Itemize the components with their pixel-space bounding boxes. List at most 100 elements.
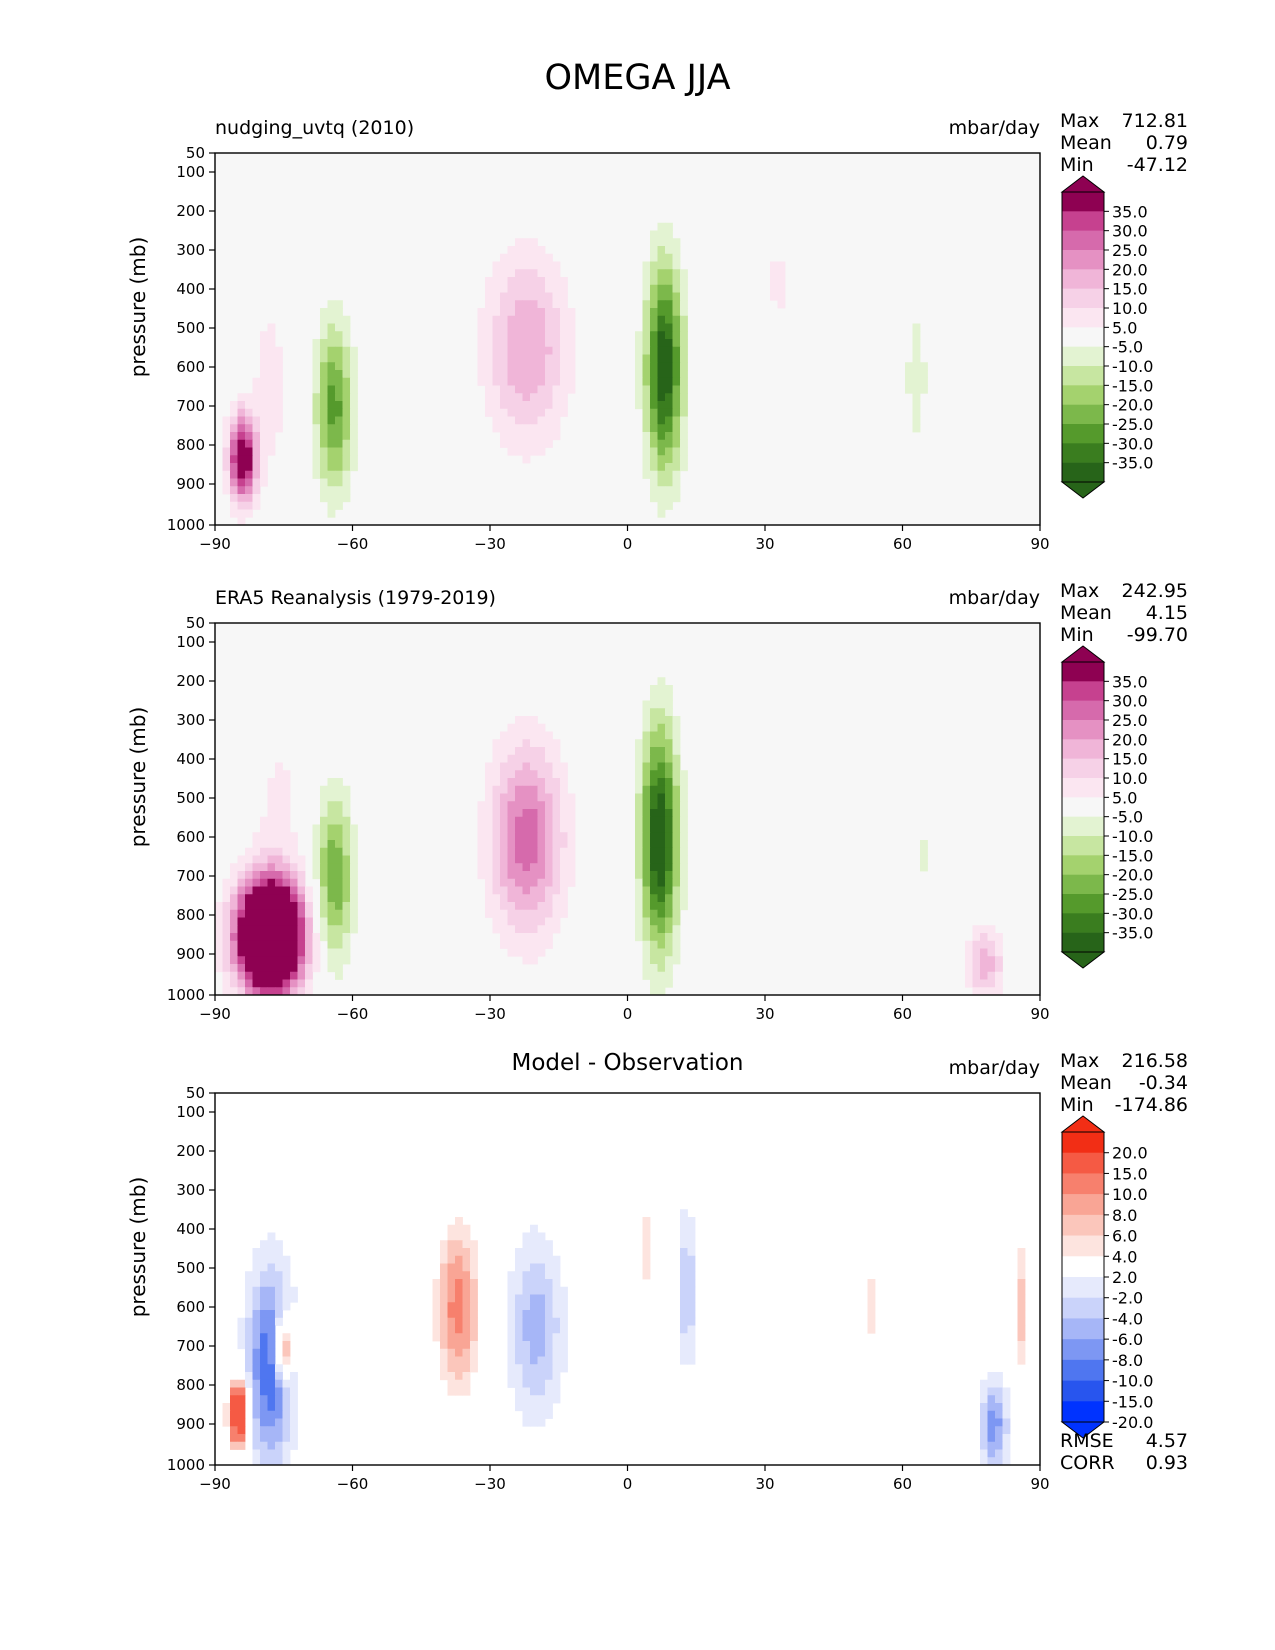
contour-cell [275,878,283,887]
contour-cell [515,346,523,355]
contour-cell [680,1240,688,1249]
contour-cell [237,1333,246,1342]
contour-cell [642,871,651,880]
contour-cell [642,277,651,286]
contour-cell [650,762,658,771]
contour-cell [507,778,516,787]
contour-cell [657,902,666,911]
contour-cell [350,894,358,903]
contour-cell [507,940,516,949]
contour-cell [680,432,688,441]
contour-cell [245,940,253,949]
contour-cell [980,940,988,949]
contour-cell [462,1302,471,1311]
contour-cell [545,840,553,849]
contour-cell [230,447,238,456]
contour-cell [252,463,261,472]
contour-cell [642,377,651,386]
contour-cell [462,1279,471,1288]
contour-cell [680,424,688,433]
contour-cell [657,816,666,825]
contour-cell [260,1434,268,1443]
contour-cell [552,269,561,278]
contour-cell [237,501,246,510]
contour-cell [665,238,673,247]
contour-cell [680,339,688,348]
colorbar-extend-bottom [1060,481,1106,499]
contour-cell [342,494,351,503]
contour-cell [282,933,291,942]
contour-cell [440,1341,448,1350]
stat-label: CORR [1060,1452,1115,1474]
contour-cell [995,1379,1003,1388]
contour-cell [537,754,546,763]
contour-cell [335,886,343,895]
contour-cell [297,987,306,996]
contour-cell [342,801,351,810]
contour-cell [537,308,546,317]
contour-cell [267,847,276,856]
contour-cell [665,747,673,756]
colorbar-label: 15.0 [1112,750,1148,769]
contour-cell [500,863,508,872]
contour-cell [530,1317,538,1326]
colorbar-segment [1062,1214,1104,1236]
contour-cell [522,785,531,794]
contour-cell [642,308,651,317]
contour-cell [245,909,253,918]
contour-cell [665,455,673,464]
contour-cell [267,909,276,918]
contour-cell [980,1379,988,1388]
contour-cell [545,793,553,802]
contour-cell [507,284,516,293]
contour-cell [327,793,336,802]
contour-cell [642,385,651,394]
contour-cell [665,925,673,934]
contour-cell [275,894,283,903]
colorbar-label: 10.0 [1112,769,1148,788]
contour-cell [515,793,523,802]
contour-cell [995,964,1003,973]
contour-cell [680,1271,688,1280]
contour-cell [507,362,516,371]
contour-cell [642,463,651,472]
contour-cell [1002,1410,1011,1419]
contour-cell [275,1434,283,1443]
contour-cell [515,284,523,293]
contour-cell [462,1348,471,1357]
contour-cell [560,315,568,324]
contour-cell [327,809,336,818]
contour-cell [275,1263,283,1272]
contour-cell [515,886,523,895]
contour-cell [335,909,343,918]
contour-cell [530,754,538,763]
contour-cell [1002,1403,1011,1412]
contour-cell [440,1248,448,1257]
contour-cell [507,925,516,934]
contour-cell [545,424,553,433]
contour-cell [680,840,688,849]
contour-cell [672,716,681,725]
contour-cell [500,731,508,740]
contour-cell [635,902,643,911]
contour-cell [312,370,321,379]
contour-cell [515,393,523,402]
contour-cell [237,494,246,503]
contour-cell [260,847,268,856]
contour-cell [515,1271,523,1280]
contour-cell [350,401,358,410]
contour-cell [252,1426,261,1435]
contour-cell [522,455,531,464]
y-tick-label: 700 [176,867,205,885]
contour-cell [522,824,531,833]
contour-cell [530,956,538,965]
contour-cell [492,824,501,833]
contour-cell [552,762,561,771]
contour-cell [455,1217,463,1226]
contour-cell [500,847,508,856]
contour-cell [485,847,493,856]
contour-cell [282,840,291,849]
contour-cell [687,1294,696,1303]
contour-cell [447,1333,456,1342]
contour-cell [282,824,291,833]
